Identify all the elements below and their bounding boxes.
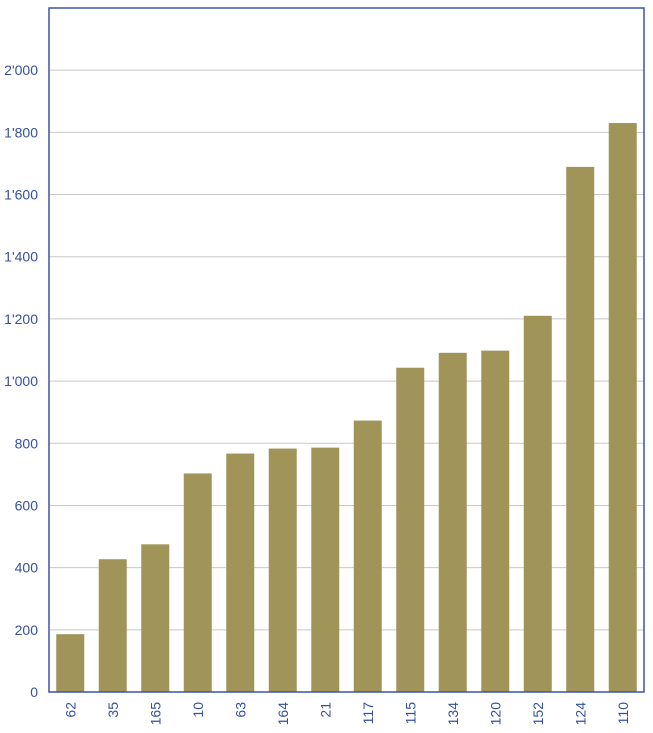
y-tick-label: 1'600 bbox=[4, 187, 38, 203]
bar-124 bbox=[566, 166, 595, 693]
x-tick-label: 165 bbox=[147, 702, 163, 726]
gridlines bbox=[49, 69, 644, 631]
bar-115 bbox=[396, 367, 425, 692]
y-tick-label: 1'200 bbox=[4, 311, 38, 327]
y-tick-labels: 0 200 400 600 800 1'000 1'200 1'400 1'600 1'800 2'… bbox=[4, 62, 38, 700]
bar-164 bbox=[268, 448, 297, 692]
x-tick-labels: 62 35 165 10 63 164 21 117 115 134 120 152 124 110 bbox=[62, 702, 631, 726]
x-tick-label: 164 bbox=[275, 702, 291, 726]
bar-21 bbox=[311, 447, 340, 692]
bar-165 bbox=[141, 544, 170, 692]
x-tick-label: 124 bbox=[572, 702, 588, 726]
x-tick-label: 21 bbox=[317, 702, 333, 718]
bar-62 bbox=[56, 634, 85, 692]
bar-63 bbox=[226, 453, 255, 692]
x-tick-label: 10 bbox=[190, 702, 206, 718]
bar-10 bbox=[183, 473, 212, 692]
bars bbox=[56, 123, 637, 693]
x-tick-label: 115 bbox=[402, 702, 418, 725]
y-tick-label: 2'000 bbox=[4, 62, 38, 78]
y-tick-label: 1'400 bbox=[4, 249, 38, 265]
bar-134 bbox=[438, 352, 467, 692]
bar-120 bbox=[481, 350, 510, 692]
x-tick-label: 62 bbox=[62, 702, 78, 718]
y-tick-label: 800 bbox=[15, 435, 39, 451]
x-tick-label: 35 bbox=[105, 702, 121, 718]
bar-152 bbox=[523, 315, 552, 692]
x-tick-label: 120 bbox=[487, 702, 503, 726]
bar-117 bbox=[353, 420, 382, 692]
bar-35 bbox=[98, 559, 127, 692]
x-tick-label: 134 bbox=[445, 702, 461, 726]
bar-110 bbox=[608, 123, 637, 692]
y-tick-label: 400 bbox=[15, 560, 39, 576]
x-tick-label: 110 bbox=[615, 702, 631, 725]
y-tick-label: 0 bbox=[30, 684, 38, 700]
axes bbox=[48, 7, 645, 693]
x-tick-label: 152 bbox=[530, 702, 546, 726]
x-tick-label: 117 bbox=[360, 702, 376, 725]
y-tick-label: 1'800 bbox=[4, 124, 38, 140]
y-tick-label: 1'000 bbox=[4, 373, 38, 389]
x-tick-label: 63 bbox=[232, 702, 248, 718]
y-tick-label: 200 bbox=[15, 622, 39, 638]
plot-frame bbox=[48, 7, 645, 693]
y-tick-label: 600 bbox=[15, 497, 39, 513]
